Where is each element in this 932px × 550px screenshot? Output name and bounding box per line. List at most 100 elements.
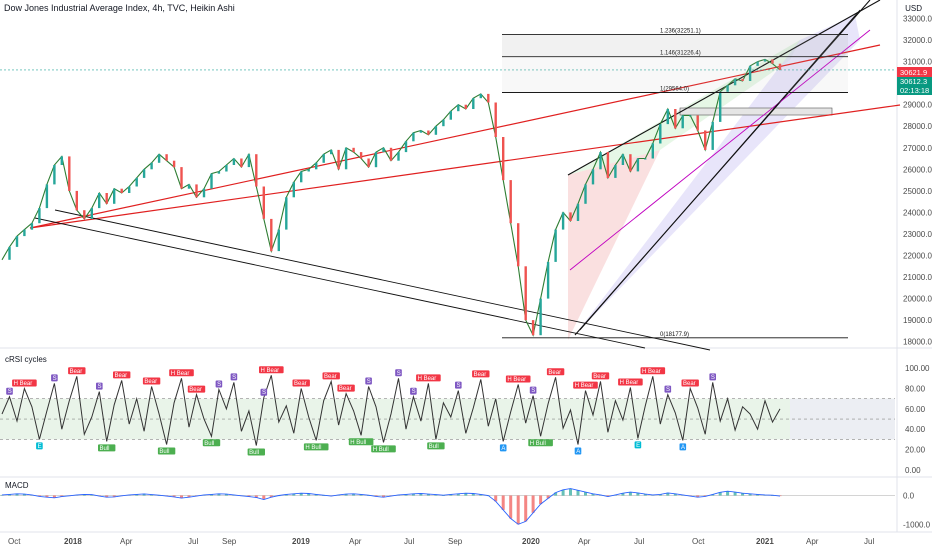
macd-bar xyxy=(299,493,303,496)
oscillator-tag-bg xyxy=(640,367,666,375)
oscillator-tag: Bear xyxy=(115,373,128,379)
macd-bar xyxy=(307,493,311,496)
price-candle xyxy=(472,98,475,109)
macd-bar xyxy=(284,494,288,496)
price-tick-label: 27000.0 xyxy=(903,144,932,153)
macd-bar xyxy=(726,491,730,496)
macd-bar xyxy=(479,494,483,496)
price-candle xyxy=(68,156,71,191)
badge-high: 30621.9 xyxy=(900,68,927,77)
time-tick-label: Apr xyxy=(578,537,591,546)
oscillator-tag-bg xyxy=(113,371,131,379)
time-tick-label: Sep xyxy=(448,537,463,546)
price-candle xyxy=(569,212,572,221)
macd-bar xyxy=(404,494,408,496)
price-candle xyxy=(412,132,415,142)
macd-bar xyxy=(546,495,550,499)
macd-bar xyxy=(509,495,513,519)
price-candle xyxy=(98,193,101,209)
price-candle xyxy=(135,177,138,187)
oscillator-tag: S xyxy=(367,379,371,385)
price-candle xyxy=(389,147,393,161)
macd-bar xyxy=(217,493,221,496)
price-candle xyxy=(681,115,684,129)
price-candle xyxy=(277,229,280,252)
oscillator-tag: Bear xyxy=(683,381,696,387)
oscillator-tick-label: 20.00 xyxy=(905,446,926,455)
price-candle xyxy=(315,162,318,170)
price-candle xyxy=(75,190,78,211)
price-candle xyxy=(651,143,654,159)
price-candle xyxy=(90,208,93,219)
price-candle xyxy=(748,65,752,81)
macd-bar xyxy=(591,493,595,496)
oscillator-tick-label: 80.00 xyxy=(905,385,926,394)
oscillator-axis-ticks: 100.00 80.00 60.00 40.00 20.00 0.00 xyxy=(905,364,930,475)
badge-close-bg xyxy=(897,77,932,86)
price-tick-label: 29000.0 xyxy=(903,101,932,110)
macd-bar xyxy=(382,495,385,498)
macd-line xyxy=(1,488,781,525)
macd-bar xyxy=(456,493,460,496)
time-tick-label: Oct xyxy=(8,537,21,546)
price-tick-label: 31000.0 xyxy=(903,58,932,67)
macd-bar xyxy=(15,493,19,496)
price-candle xyxy=(674,109,677,129)
oscillator-tag-bg xyxy=(337,384,355,392)
oscillator-tag-bg xyxy=(96,382,103,390)
oscillator-tag: S xyxy=(98,384,102,390)
oscillator-tag-bg xyxy=(36,442,43,450)
price-tick-label: 26000.0 xyxy=(903,165,932,174)
oscillator-label[interactable]: cRSI cycles xyxy=(5,355,47,364)
oscillator-tag-bg xyxy=(322,372,340,380)
price-candle xyxy=(704,130,707,150)
price-candle xyxy=(344,147,348,170)
price-candle xyxy=(285,197,288,230)
price-candle xyxy=(172,160,176,168)
time-tick-label: Jul xyxy=(188,537,198,546)
price-candle xyxy=(307,169,310,172)
oscillator-tag-bg xyxy=(618,378,643,386)
price-candle xyxy=(255,154,258,187)
oscillator-tag: H Bear xyxy=(507,377,526,383)
oscillator-tag-bg xyxy=(679,443,687,451)
time-tick-label: Apr xyxy=(349,537,362,546)
macd-bar xyxy=(224,494,228,496)
price-tick-label: 19000.0 xyxy=(903,316,932,325)
fib-label: 0(18177.9) xyxy=(660,332,689,338)
price-candle xyxy=(509,180,512,224)
macd-bar xyxy=(643,494,647,496)
price-candle xyxy=(636,158,640,172)
oscillator-tag: Bear xyxy=(294,381,307,387)
macd-bar xyxy=(584,492,587,496)
oscillator-tag: H Bull xyxy=(530,441,546,447)
oscillator-tag-bg xyxy=(505,375,531,383)
macd-label[interactable]: MACD xyxy=(5,481,29,490)
oscillator-tag: Bear xyxy=(189,387,202,393)
oscillator-tag: Bear xyxy=(324,374,337,380)
fib-band xyxy=(502,56,848,93)
price-candle xyxy=(270,218,273,252)
macd-bar xyxy=(658,494,662,496)
trendline-2 xyxy=(34,217,646,349)
oscillator-tag: S xyxy=(53,376,57,382)
price-candle xyxy=(629,154,632,172)
macd-bar xyxy=(756,494,760,496)
currency-label[interactable]: USD xyxy=(905,4,922,13)
trendline-4 xyxy=(567,0,881,176)
oscillator-tag: Bear xyxy=(144,379,157,385)
price-candle xyxy=(180,167,183,189)
price-candle xyxy=(382,147,385,153)
oscillator-tag-bg xyxy=(455,381,462,389)
oscillator-tag-bg xyxy=(169,369,194,377)
price-candle xyxy=(128,186,131,193)
oscillator-tick-label: 40.00 xyxy=(905,425,926,434)
trendline-0 xyxy=(29,44,881,229)
oscillator-tag-bg xyxy=(365,377,372,385)
price-candle xyxy=(113,188,116,204)
price-candle xyxy=(644,158,647,160)
price-candle xyxy=(53,165,56,185)
oscillator-tag-bg xyxy=(634,441,642,449)
price-candle xyxy=(517,223,520,267)
